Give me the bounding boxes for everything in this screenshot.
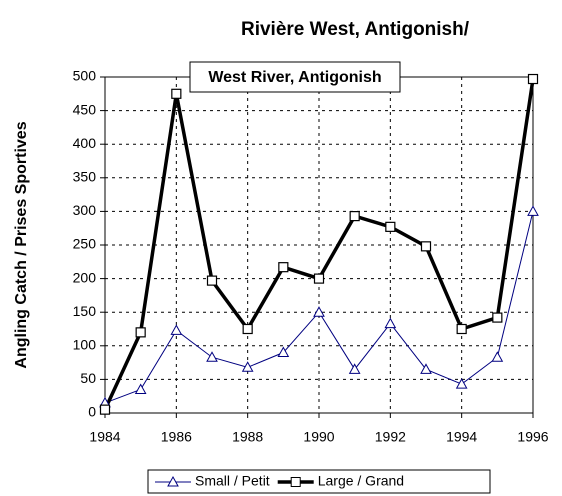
x-tick-label: 1984 — [89, 429, 120, 445]
y-tick-label: 400 — [73, 135, 97, 151]
x-tick-label: 1996 — [517, 429, 548, 445]
point — [134, 383, 147, 394]
point — [492, 312, 503, 323]
subtitle-box — [189, 61, 401, 93]
y-tick-label: 50 — [80, 370, 96, 386]
point — [206, 275, 218, 286]
point — [349, 211, 360, 222]
point — [313, 306, 325, 317]
point — [135, 327, 146, 338]
point — [420, 363, 432, 374]
legend-box — [147, 469, 491, 494]
point — [277, 346, 290, 358]
point — [527, 73, 539, 85]
chart-subtitle: West River, Antigonish — [208, 69, 381, 86]
y-tick-label: 350 — [73, 169, 97, 185]
point — [170, 324, 183, 335]
point — [241, 361, 254, 372]
x-tick-label: 1994 — [446, 429, 477, 445]
y-tick-label: 150 — [73, 303, 97, 319]
y-tick-label: 300 — [73, 202, 97, 218]
point — [206, 351, 218, 362]
point — [385, 221, 396, 232]
x-tick-label: 1988 — [232, 429, 263, 445]
y-tick-label: 250 — [73, 236, 97, 252]
x-tick-label: 1990 — [303, 429, 334, 445]
y-tick-label: 0 — [88, 404, 96, 420]
point — [456, 323, 467, 335]
chart-title: Rivière West, Antigonish/ — [241, 19, 470, 40]
point — [455, 378, 468, 389]
point — [171, 88, 182, 99]
y-tick-label: 100 — [73, 337, 97, 353]
y-tick-label: 500 — [73, 68, 97, 84]
x-tick-label: 1992 — [375, 429, 406, 445]
legend-label: Small / Petit — [195, 473, 270, 489]
y-tick-label: 450 — [73, 101, 97, 117]
point — [420, 241, 432, 252]
point — [348, 363, 361, 374]
point — [384, 317, 397, 329]
point — [99, 404, 111, 415]
point — [242, 323, 253, 335]
y-axis-label: Angling Catch / Prises Sportives — [13, 121, 30, 368]
y-tick-label: 200 — [73, 269, 97, 285]
legend-marker — [290, 477, 301, 487]
point — [313, 273, 325, 284]
point — [278, 262, 289, 273]
x-tick-label: 1986 — [161, 429, 192, 445]
point — [527, 205, 539, 216]
point — [491, 351, 504, 362]
legend-label: Large / Grand — [318, 473, 404, 489]
legend-marker — [167, 475, 179, 487]
